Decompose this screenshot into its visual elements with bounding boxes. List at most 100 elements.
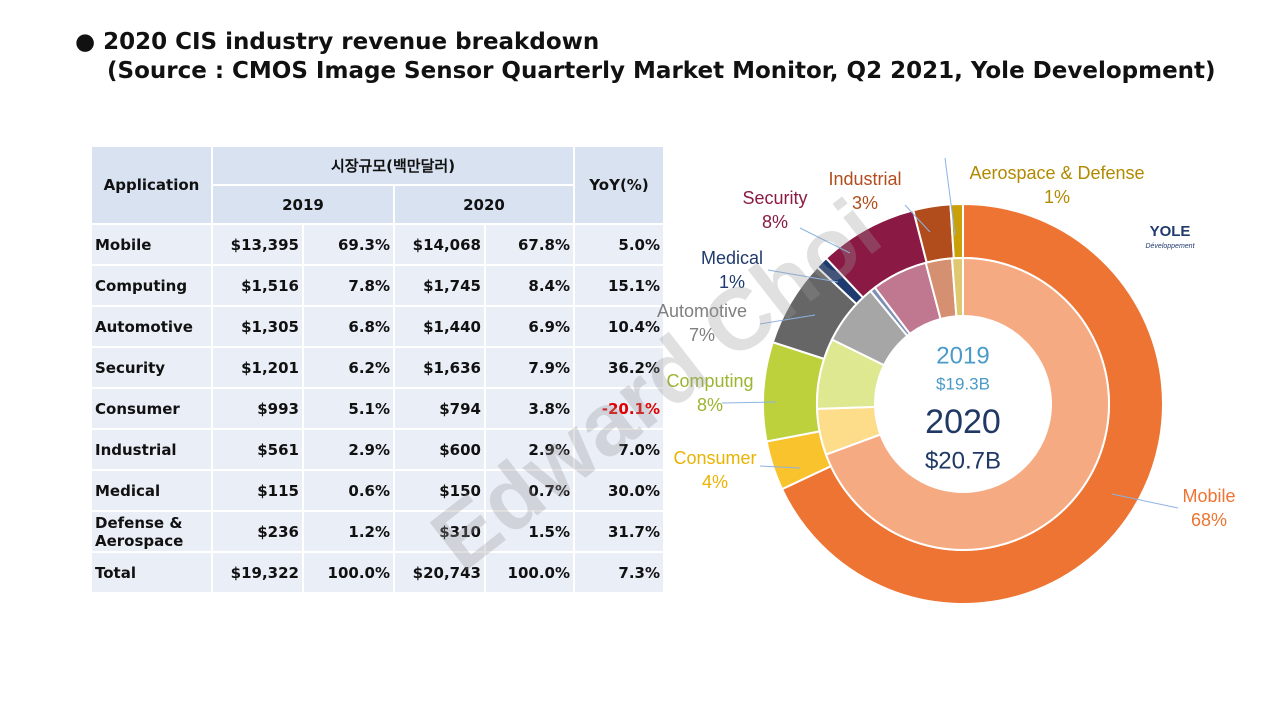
table-cell: 100.0% <box>484 551 575 594</box>
table-cell: 7.9% <box>484 346 575 389</box>
table-cell: 6.9% <box>484 305 575 348</box>
slice-label: Medical <box>701 248 763 268</box>
table-cell: 6.2% <box>302 346 395 389</box>
logo-subtitle: Développement <box>1145 243 1195 250</box>
table-cell: 1.5% <box>484 510 575 553</box>
table-cell: -20.1% <box>573 387 665 430</box>
slice-label: Mobile <box>1182 486 1235 506</box>
donut-segment <box>762 340 826 443</box>
donut-segment <box>950 256 964 318</box>
leader-line <box>759 314 816 325</box>
table-cell: $794 <box>393 387 486 430</box>
table-cell: $1,516 <box>211 264 304 307</box>
table-cell: 3.8% <box>484 387 575 430</box>
table-cell: $1,305 <box>211 305 304 348</box>
center-total: $19.3B <box>936 374 990 393</box>
header-cell: Application <box>90 145 213 225</box>
slice-label: Security <box>742 188 807 208</box>
table-cell: $19,322 <box>211 551 304 594</box>
table-cell: 15.1% <box>573 264 665 307</box>
table-cell: 69.3% <box>302 223 395 266</box>
table-cell: 8.4% <box>484 264 575 307</box>
table-cell: $150 <box>393 469 486 512</box>
table-cell: $236 <box>211 510 304 553</box>
slice-label: Consumer <box>673 448 756 468</box>
table-cell: 7.8% <box>302 264 395 307</box>
slice-value-label: 1% <box>1044 187 1070 207</box>
leader-line <box>767 269 839 283</box>
slice-value-label: 1% <box>719 272 745 292</box>
table-cell: $20,743 <box>393 551 486 594</box>
leader-line <box>1111 493 1179 509</box>
header-cell: 2019 <box>211 184 395 225</box>
slice-value-label: 3% <box>852 193 878 213</box>
table-cell: Mobile <box>90 223 213 266</box>
table-cell: Defense & Aerospace <box>90 510 213 553</box>
leader-line <box>944 157 956 236</box>
center-total: $20.7B <box>925 447 1001 474</box>
table-cell: $561 <box>211 428 304 471</box>
table-cell: $14,068 <box>393 223 486 266</box>
slice-label: Aerospace & Defense <box>969 163 1144 183</box>
slice-label: Industrial <box>828 169 901 189</box>
table-row: Security $1,201 6.2% $1,636 7.9% 36.2% <box>90 346 665 389</box>
source: (Source : CMOS Image Sensor Quarterly Ma… <box>107 58 1216 84</box>
revenue-table: Application 시장규모(백만달러) YoY(%) 2019 2020 Mobil… <box>90 145 665 594</box>
table-cell: 5.1% <box>302 387 395 430</box>
table-row: Total $19,322 100.0% $20,743 100.0% 7.3% <box>90 551 665 594</box>
table-cell: $993 <box>211 387 304 430</box>
table-row: Industrial $561 2.9% $600 2.9% 7.0% <box>90 428 665 471</box>
table-cell: Industrial <box>90 428 213 471</box>
leader-line <box>721 401 777 404</box>
table-cell: 2.9% <box>484 428 575 471</box>
table-cell: $310 <box>393 510 486 553</box>
table-row: Mobile $13,395 69.3% $14,068 67.8% 5.0% <box>90 223 665 266</box>
table-cell: 31.7% <box>573 510 665 553</box>
slice-label: Computing <box>666 371 753 391</box>
table-cell: $1,440 <box>393 305 486 348</box>
leader-line <box>904 204 931 233</box>
table-row: Automotive $1,305 6.8% $1,440 6.9% 10.4% <box>90 305 665 348</box>
table-cell: Consumer <box>90 387 213 430</box>
header-cell: 시장규모(백만달러) <box>211 145 575 186</box>
logo-name: YOLE <box>1150 223 1191 240</box>
header-row: 2019 2020 <box>91 184 664 225</box>
table-cell: 5.0% <box>573 223 665 266</box>
slice-value-label: 4% <box>702 472 728 492</box>
table-cell: 2.9% <box>302 428 395 471</box>
leader-line <box>759 465 801 469</box>
table-cell: 0.6% <box>302 469 395 512</box>
center-year: 2020 <box>925 403 1001 441</box>
leader-line <box>799 227 851 254</box>
title: 2020 CIS industry revenue breakdown <box>103 29 600 55</box>
table-cell: $1,745 <box>393 264 486 307</box>
table-cell: $600 <box>393 428 486 471</box>
table-row: Defense & Aerospace $236 1.2% $310 1.5% 31.7% <box>90 510 665 553</box>
table-cell: 67.8% <box>484 223 575 266</box>
header-row: Application 시장규모(백만달러) YoY(%) <box>90 145 665 225</box>
table-cell: 0.7% <box>484 469 575 512</box>
slice-label: Automotive <box>657 301 747 321</box>
title-block: ● 2020 CIS industry revenue breakdown (S… <box>75 28 1216 86</box>
table-cell: $13,395 <box>211 223 304 266</box>
table-cell: Medical <box>90 469 213 512</box>
slice-value-label: 7% <box>689 325 715 345</box>
table-cell: Security <box>90 346 213 389</box>
table-cell: 7.0% <box>573 428 665 471</box>
table-cell: 36.2% <box>573 346 665 389</box>
table-cell: 7.3% <box>573 551 665 594</box>
table-row: Computing $1,516 7.8% $1,745 8.4% 15.1% <box>90 264 665 307</box>
table-cell: $1,201 <box>211 346 304 389</box>
table-cell: Computing <box>90 264 213 307</box>
table-cell: $1,636 <box>393 346 486 389</box>
table-cell: 10.4% <box>573 305 665 348</box>
header-cell: YoY(%) <box>573 145 665 225</box>
table-cell: 6.8% <box>302 305 395 348</box>
donut-segment <box>824 256 1110 551</box>
center-year: 2019 <box>936 342 989 369</box>
table-cell: Automotive <box>90 305 213 348</box>
table-row: Consumer $993 5.1% $794 3.8% -20.1% <box>90 387 665 430</box>
slice-value-label: 8% <box>697 395 723 415</box>
